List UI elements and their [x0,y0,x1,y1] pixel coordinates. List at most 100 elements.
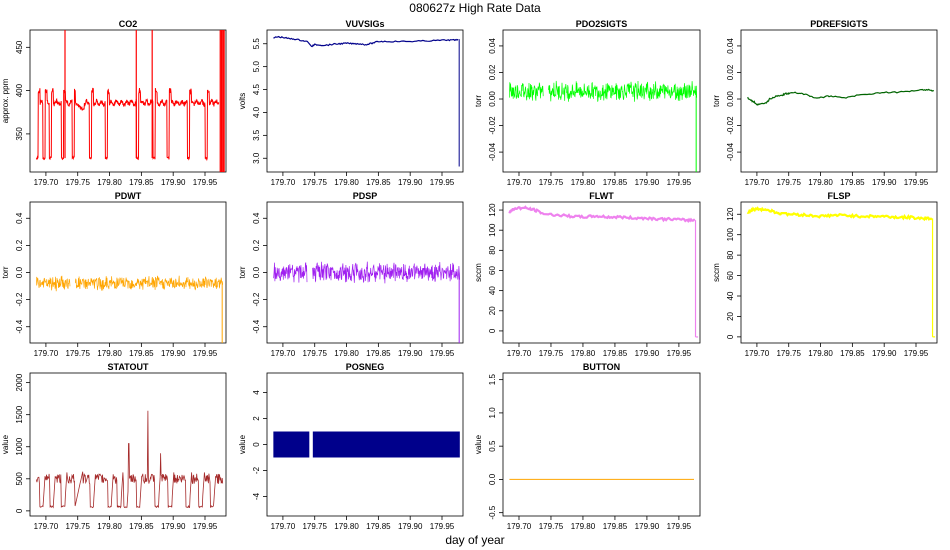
posneg-data-group [273,431,460,458]
pdwt-series-line [36,275,71,292]
flwt-x-tick-label: 179.80 [571,349,596,358]
flsp-x-tick-label: 179.75 [776,349,801,358]
co2-x-tick-label: 179.70 [34,178,59,187]
posneg-x-tick-label: 179.95 [430,522,455,531]
pdsp-y-tick-label: 0.2 [252,239,261,251]
button-x-tick-label: 179.90 [635,522,660,531]
flwt-x-tick-label: 179.85 [603,349,628,358]
flwt-y-tick-label: 80 [488,245,497,254]
vuvsigs-y-tick-label: 4.0 [252,106,261,118]
vuvsigs-x-tick-label: 179.70 [271,178,296,187]
pdo2sigts-x-tick-label: 179.90 [635,178,660,187]
flsp-series-line [746,206,933,222]
statout-y-tick-label: 500 [15,472,24,486]
flwt-y-tick-label: 100 [488,223,497,237]
pdrefsigts-y-tick-label: 0.02 [726,64,735,80]
panel-pdrefsigts: PDREFSIGTS torr 179.70 179.75 179.80 179.85 17… [712,19,938,187]
pdo2sigts-x-tick-label: 179.95 [667,178,692,187]
co2-plot-frame [29,29,227,173]
vuvsigs-y-tick-label: 3.0 [252,152,261,164]
pdrefsigts-x-tick-label: 179.85 [840,178,865,187]
main-title: 080627z High Rate Data [409,1,541,15]
pdo2sigts-y-tick-label: 0.04 [488,38,497,54]
vuvsigs-y-tick-label: 5.0 [252,61,261,73]
flwt-x-tick-label: 179.90 [635,349,660,358]
posneg-y-axis-label: value [238,434,247,454]
flsp-plot-frame [740,201,938,344]
statout-y-tick-label: 1500 [15,405,24,423]
panel-posneg: POSNEG value 179.70 179.75 179.80 179.85 179.9… [238,362,464,531]
pdsp-x-tick-label: 179.95 [430,349,455,358]
flwt-data-group [508,205,699,338]
statout-panel-title: STATOUT [108,362,149,372]
flsp-data-group [746,206,936,338]
vuvsigs-x-tick-label: 179.95 [430,178,455,187]
statout-y-tick-label: 1000 [15,437,24,455]
button-y-tick-label: -0.5 [488,505,497,519]
panel-pdwt: PDWT torr 179.70 179.75 179.80 179.85 179.90 17… [1,191,227,358]
posneg-x-tick-label: 179.85 [366,522,391,531]
co2-panel-title: CO2 [119,19,138,29]
x-axis-label: day of year [445,533,504,547]
pdsp-x-tick-label: 179.75 [302,349,327,358]
pdo2sigts-y-axis-label: torr [474,95,483,107]
vuvsigs-y-tick-label: 4.5 [252,83,261,95]
vuvsigs-x-tick-label: 179.90 [398,178,423,187]
button-plot-frame [502,372,701,517]
flsp-y-axis-label: sccm [712,263,721,282]
pdo2sigts-y-tick-label: -0.02 [488,116,497,135]
pdwt-y-tick-label: 0.2 [15,239,24,251]
button-y-tick-label: 0.0 [488,473,497,485]
pdwt-x-tick-label: 179.95 [193,349,218,358]
posneg-band-left [273,431,310,458]
pdwt-y-tick-label: -0.2 [15,292,24,306]
pdrefsigts-y-tick-label: 0.04 [726,38,735,54]
pdo2sigts-panel-title: PDO2SIGTS [576,19,628,29]
panel-co2: CO2 approx. ppm 179.70 179.75 179.80 179.85 17… [1,19,227,187]
statout-x-tick-label: 179.80 [97,522,122,531]
panels-group: CO2 approx. ppm 179.70 179.75 179.80 179.85 17… [1,19,938,531]
flwt-y-tick-label: 0 [488,328,497,333]
panel-flwt: FLWT sccm 179.70 179.75 179.80 179.85 179.90 17… [474,191,701,358]
posneg-y-tick-label: 4 [252,390,261,395]
pdrefsigts-y-tick-label: -0.02 [726,116,735,135]
posneg-y-tick-label: 2 [252,416,261,421]
posneg-y-tick-label: -2 [252,466,261,474]
pdwt-data-group [36,275,224,343]
pdrefsigts-y-tick-label: 0.00 [726,91,735,107]
co2-x-tick-label: 179.95 [193,178,218,187]
pdrefsigts-y-tick-label: -0.04 [726,142,735,161]
flsp-y-tick-label: 60 [726,271,735,280]
posneg-y-tick-label: 0 [252,442,261,447]
pdrefsigts-panel-title: PDREFSIGTS [810,19,868,29]
posneg-x-tick-label: 179.70 [271,522,296,531]
statout-y-tick-label: 2000 [15,373,24,391]
pdwt-x-tick-label: 179.85 [129,349,154,358]
flwt-series-line [508,205,696,224]
panel-button: BUTTON value 179.70 179.75 179.80 179.85 179.9… [474,362,701,531]
pdo2sigts-y-tick-label: 0.02 [488,64,497,80]
pdwt-y-axis-label: torr [1,266,10,278]
posneg-y-tick-label: -4 [252,492,261,500]
flsp-x-tick-label: 179.90 [872,349,897,358]
posneg-x-tick-label: 179.75 [302,522,327,531]
flsp-y-tick-label: 100 [726,227,735,241]
statout-x-tick-label: 179.95 [193,522,218,531]
pdsp-y-tick-label: 0.0 [252,266,261,278]
co2-x-tick-label: 179.90 [161,178,186,187]
pdrefsigts-plot-frame [740,29,938,173]
pdo2sigts-y-tick-label: -0.04 [488,142,497,161]
flwt-x-tick-label: 179.70 [507,349,532,358]
pdrefsigts-y-axis-label: torr [712,95,721,107]
flwt-x-tick-label: 179.75 [539,349,564,358]
panel-flsp: FLSP sccm 179.70 179.75 179.80 179.85 179.90 17… [712,191,938,358]
posneg-x-tick-label: 179.80 [334,522,359,531]
pdsp-x-tick-label: 179.85 [366,349,391,358]
pdo2sigts-x-tick-label: 179.80 [571,178,596,187]
pdrefsigts-x-tick-label: 179.75 [776,178,801,187]
statout-y-axis-label: value [1,434,10,454]
pdwt-x-tick-label: 179.90 [161,349,186,358]
pdo2sigts-y-tick-label: 0.00 [488,91,497,107]
posneg-x-tick-label: 179.90 [398,522,423,531]
pdsp-y-tick-label: 0.4 [252,212,261,224]
